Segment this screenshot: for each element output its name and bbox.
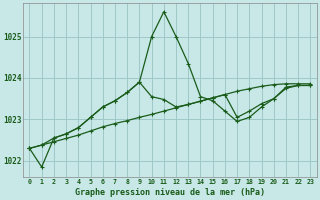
X-axis label: Graphe pression niveau de la mer (hPa): Graphe pression niveau de la mer (hPa) — [75, 188, 265, 197]
